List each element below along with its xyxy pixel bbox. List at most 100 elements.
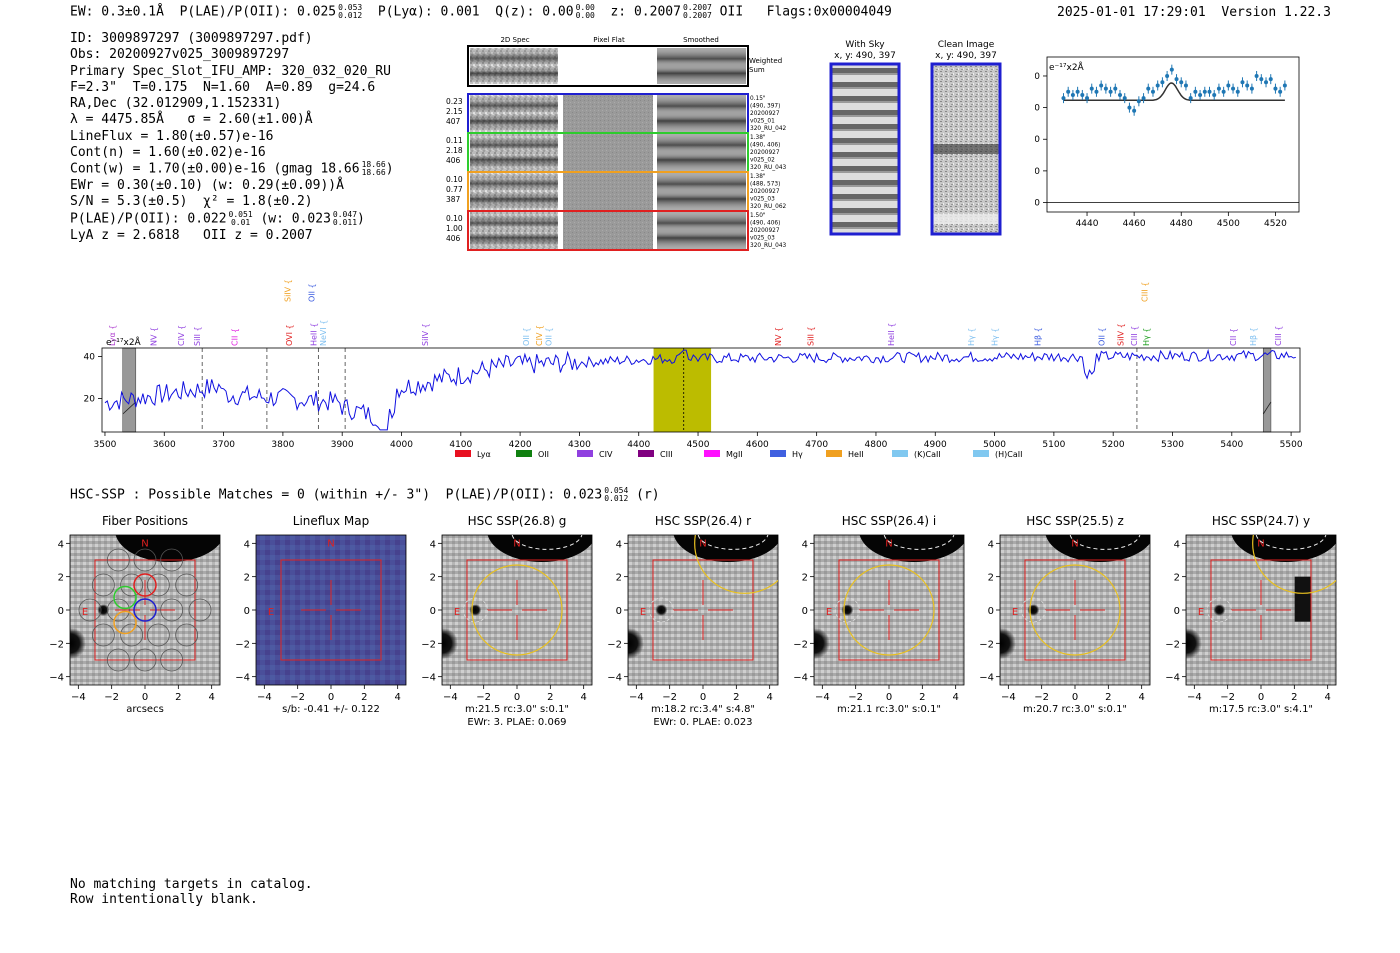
fiber-circle <box>133 648 157 672</box>
plae-header-errors: 0.053 0.012 <box>338 3 363 20</box>
spectrum-xtick-label: 4000 <box>390 440 413 450</box>
catalog-notes: No matching targets in catalog. Row inten… <box>70 877 313 907</box>
match-aperture <box>694 535 778 594</box>
fiber-circle <box>160 548 184 572</box>
zoom-line-chart: e⁻¹⁷x2Å 4440 4460 4480 4500 4520 0 10 20 30 40 <box>1035 56 1300 229</box>
cutout-row-frame <box>467 210 749 251</box>
catalog-ellipse <box>1020 597 1046 623</box>
cutout-right-value: (490, 406) <box>750 221 780 227</box>
panel-title: Fiber Positions <box>102 514 188 528</box>
fiber-2 <box>113 585 137 610</box>
panel-xtick-label: 2 <box>547 692 553 703</box>
hsc-title: HSC-SSP : Possible Matches = 0 (within +… <box>70 486 660 503</box>
header-bar: EW: 0.3±0.1Å P(LAE)/P(OII): 0.025 0.053 0.… <box>70 4 892 20</box>
cutout-flat <box>563 134 653 171</box>
cutout-right-value: (490, 406) <box>750 143 780 149</box>
panel-caption: m:17.5 rc:3.0" s:4.1" <box>1209 704 1313 715</box>
legend-label: (H)CaII <box>995 450 1022 459</box>
zoom-xtick-label: 4440 <box>1076 219 1099 229</box>
cutout-left-value: 2.18 <box>446 146 463 155</box>
panel-xtick-label: −2 <box>1220 692 1235 703</box>
panel-ytick-label: 4 <box>58 539 64 550</box>
legend-entry: OII <box>516 450 549 459</box>
panel-ytick-label: −2 <box>50 639 64 650</box>
panel-xtick-label: 2 <box>1291 692 1297 703</box>
col-smoothed: Smoothed <box>683 36 719 44</box>
panel-ytick-label: −4 <box>421 673 436 684</box>
zoom-point <box>1094 89 1099 94</box>
cutout-right-value: 1.38" <box>750 174 766 180</box>
panel-xtick-label: 4 <box>394 692 400 703</box>
legend-label: CIII <box>660 450 673 459</box>
emission-line-label: CII { <box>1229 328 1238 346</box>
aperture-box <box>466 559 568 661</box>
panel-xtick-label: −2 <box>476 692 491 703</box>
zoom-ytick-label: 10 <box>1035 167 1040 177</box>
catalog-ellipse <box>648 597 674 623</box>
zoom-point <box>1245 83 1250 88</box>
cutout-2d-band <box>470 173 558 210</box>
aperture-box <box>1210 559 1312 661</box>
emission-line-label: SiIV { <box>1116 323 1125 346</box>
panel-xtick-label: −4 <box>257 692 272 703</box>
clean-image <box>930 62 1002 236</box>
panel-ytick-label: 4 <box>430 539 436 550</box>
fiber-3 <box>113 610 137 635</box>
panel-ytick-label: −4 <box>50 673 64 684</box>
panel-caption: m:20.7 rc:3.0" s:0.1" <box>1023 704 1127 715</box>
panel-ytick-label: 2 <box>1174 573 1180 584</box>
info-obs: Obs: 20200927v025_3009897297 <box>70 47 290 63</box>
emission-line-label: CIV { <box>535 325 544 346</box>
fiber-circle <box>160 598 184 622</box>
cutout-left-value: 0.10 <box>446 175 463 184</box>
spectrum-xtick-label: 3500 <box>94 440 117 450</box>
zoom-point <box>1254 73 1259 78</box>
zoom-point <box>1174 77 1179 82</box>
zoom-point <box>1103 86 1108 91</box>
header-right: 2025-01-01 17:29:01 Version 1.22.3 <box>1057 5 1331 20</box>
cutout-right-value: v025_01 <box>750 119 775 125</box>
panel-ytick-label: −2 <box>1165 639 1180 650</box>
cutout-right-value: 20200927 <box>750 228 780 234</box>
zoom-xtick-label: 4500 <box>1217 219 1240 229</box>
panel-title: HSC SSP(25.5) z <box>1026 514 1124 528</box>
fiber-circle <box>188 598 212 622</box>
emission-line-label: Hβ { <box>1249 327 1258 346</box>
target-source <box>841 604 854 616</box>
cutout-flat <box>563 212 653 249</box>
emission-line-label: OII { <box>307 283 316 302</box>
match-aperture <box>1029 564 1121 656</box>
panel-xtick-label: 4 <box>766 692 772 703</box>
panel-xtick-label: −4 <box>629 692 644 703</box>
east-label: E <box>640 607 646 618</box>
emission-line-label: SiII { <box>807 326 816 346</box>
ew-value: EW: 0.3±0.1Å <box>70 4 164 20</box>
cutout-left-value: 1.00 <box>446 224 463 233</box>
catalog-ellipse <box>834 597 860 623</box>
legend-entry: HeII <box>826 450 864 459</box>
aperture-box <box>838 559 940 661</box>
panel-ytick-label: 0 <box>616 606 622 617</box>
panel-ytick-label: 4 <box>988 539 994 550</box>
bright-source-left <box>1000 627 1016 660</box>
lineflux-map <box>256 535 406 685</box>
zoom-point <box>1216 86 1221 91</box>
legend-entry: CIII <box>638 450 673 459</box>
emission-line-label: HeII { <box>310 323 319 346</box>
aperture-box <box>652 559 754 661</box>
panel-ytick-label: −4 <box>793 673 808 684</box>
panel-xtick-label: −2 <box>1034 692 1049 703</box>
cutout-left-value: 2.15 <box>446 107 463 116</box>
emission-line-label: Hβ { <box>1033 327 1042 346</box>
cutout-right-value: 20200927 <box>750 150 780 156</box>
cutout-left-value: 0.11 <box>446 136 463 145</box>
east-label: E <box>1012 607 1018 618</box>
cutout-right-value: (488, 573) <box>750 182 780 188</box>
zoom-point <box>1136 99 1141 104</box>
panel-xtick-label: −4 <box>443 692 458 703</box>
panel-ytick-label: 4 <box>244 539 250 550</box>
panel-xtick-label: −4 <box>1187 692 1202 703</box>
fiber-circle <box>146 623 170 647</box>
panel-ytick-label: 2 <box>58 573 64 584</box>
cutout-right-value: v025_03 <box>750 197 775 203</box>
